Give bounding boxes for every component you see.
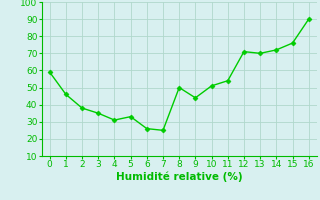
X-axis label: Humidité relative (%): Humidité relative (%) [116, 172, 243, 182]
